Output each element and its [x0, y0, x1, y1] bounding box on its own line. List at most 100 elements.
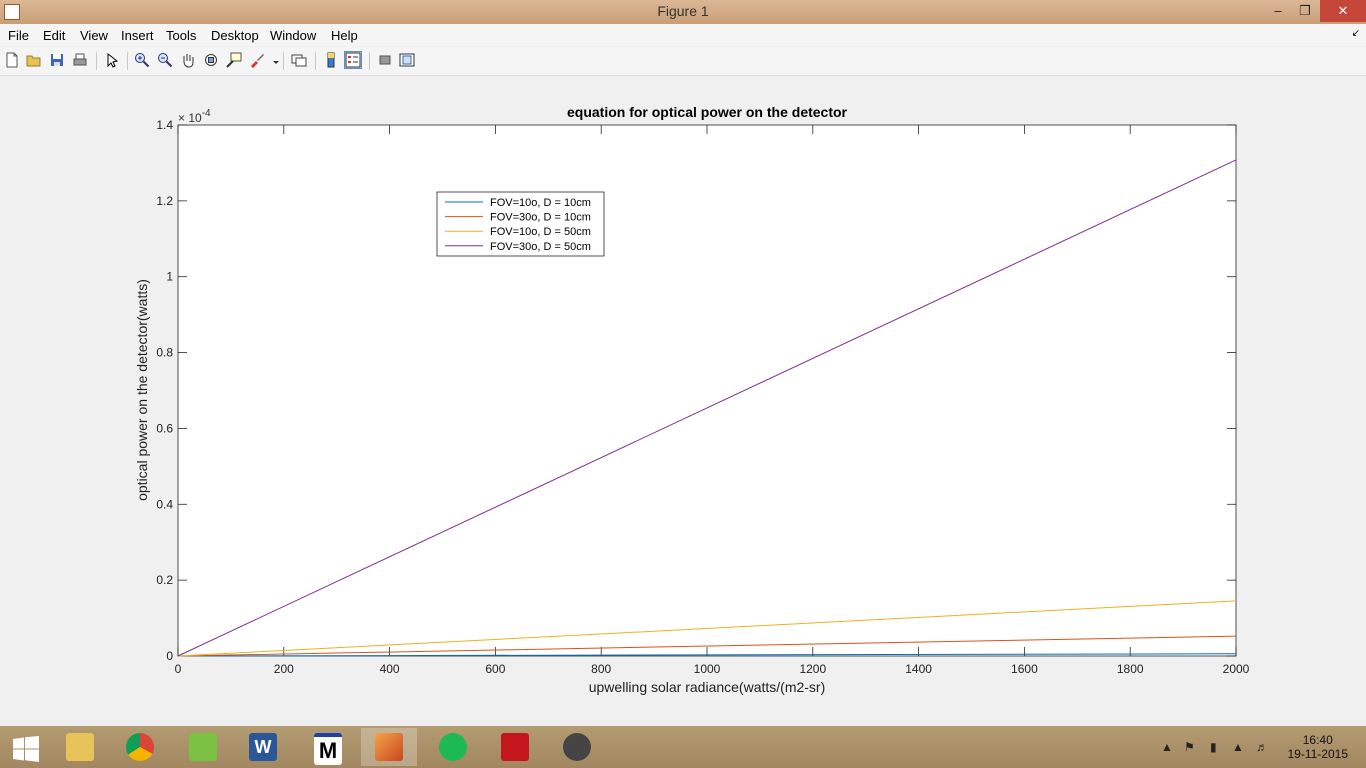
legend-label-3: FOV=10o, D = 50cm: [490, 226, 591, 238]
y-tick-label: 0.6: [156, 421, 173, 435]
menu-tools[interactable]: Tools: [166, 28, 197, 43]
taskbar-app-drop[interactable]: [549, 728, 605, 766]
y-tick-label: 0.8: [156, 346, 173, 360]
taskbar-matlab[interactable]: [361, 728, 417, 766]
close-button[interactable]: ✕: [1320, 0, 1366, 22]
x-tick-label: 0: [175, 662, 182, 676]
x-tick-label: 200: [274, 662, 294, 676]
x-tick-label: 1200: [799, 662, 826, 676]
title-bar: Figure 1 – ❐ ✕: [0, 0, 1366, 24]
menu-bar: File Edit View Insert Tools Desktop Wind…: [0, 24, 1366, 46]
start-button[interactable]: [0, 728, 56, 766]
chart-title: equation for optical power on the detect…: [567, 104, 848, 120]
y-tick-label: 0.2: [156, 573, 173, 587]
x-tick-label: 600: [485, 662, 505, 676]
menu-insert[interactable]: Insert: [121, 28, 154, 43]
data-cursor-icon[interactable]: [226, 52, 242, 68]
taskbar-matlab-m[interactable]: M: [300, 728, 356, 766]
y-axis-label: optical power on the detector(watts): [134, 279, 150, 501]
y-tick-label: 1.2: [156, 194, 173, 208]
line-chart: 0 200 400 600 800 1000 1200 1400 1600 1800 2000 0 0.…: [134, 104, 1250, 695]
clock-time: 16:40: [1302, 733, 1333, 747]
y-tick-label: 0: [166, 649, 173, 663]
taskbar-spotify[interactable]: [425, 728, 481, 766]
acrobat-icon: [501, 733, 529, 761]
edit-plot-arrow-icon[interactable]: [104, 52, 120, 68]
clock-date: 19-11-2015: [1287, 747, 1349, 761]
hide-plot-tools-icon[interactable]: [377, 52, 393, 68]
matlab-figure-icon: [4, 4, 20, 20]
volume-icon[interactable]: ♬: [1256, 740, 1268, 754]
restore-button[interactable]: ❐: [1299, 3, 1311, 18]
network-signal-icon[interactable]: ▲: [1232, 740, 1244, 754]
x-tick-label: 2000: [1223, 662, 1250, 676]
window-title: Figure 1: [657, 3, 709, 19]
battery-icon[interactable]: ▮: [1210, 740, 1217, 754]
legend-icon[interactable]: [344, 51, 362, 69]
legend-label-4: FOV=30o, D = 50cm: [490, 241, 591, 253]
taskbar-word[interactable]: W: [235, 728, 291, 766]
word-icon: W: [249, 733, 277, 761]
zoom-in-icon[interactable]: [134, 52, 150, 68]
link-plot-icon[interactable]: [291, 52, 307, 68]
menu-edit[interactable]: Edit: [43, 28, 66, 43]
y-axis-exponent: × 10-4: [178, 108, 211, 125]
show-hidden-icons-icon[interactable]: ▲: [1161, 740, 1173, 754]
series-line-3: [177, 600, 1237, 657]
save-icon[interactable]: [49, 52, 65, 68]
y-axis-exponent-power: -4: [202, 108, 211, 119]
dock-arrow-icon[interactable]: ↙: [1351, 28, 1360, 39]
figure-canvas: 0 200 400 600 800 1000 1200 1400 1600 1800 2000 0 0.…: [0, 76, 1366, 726]
new-figure-icon[interactable]: [4, 52, 20, 68]
brush-dropdown-icon[interactable]: [268, 52, 279, 68]
x-tick-label: 1400: [905, 662, 932, 676]
series-line-2: [177, 635, 1237, 657]
x-tick-label: 1600: [1011, 662, 1038, 676]
chart-legend[interactable]: FOV=10o, D = 10cm FOV=30o, D = 10cm FOV=10…: [436, 191, 605, 257]
menu-help[interactable]: Help: [331, 28, 358, 43]
open-file-icon[interactable]: [26, 52, 42, 68]
x-tick-label: 1800: [1117, 662, 1144, 676]
pan-hand-icon[interactable]: [180, 52, 196, 68]
brush-icon[interactable]: [249, 52, 265, 68]
spotify-icon: [439, 733, 467, 761]
minimize-button[interactable]: –: [1274, 3, 1282, 18]
legend-label-2: FOV=30o, D = 10cm: [490, 212, 591, 224]
colorbar-icon[interactable]: [323, 52, 339, 68]
x-tick-label: 800: [591, 662, 611, 676]
taskbar-notepad-plus[interactable]: [175, 728, 231, 766]
show-plot-tools-icon[interactable]: [399, 52, 415, 68]
legend-label-1: FOV=10o, D = 10cm: [490, 197, 591, 209]
taskbar: W M ▲ ⚑ ▮ ▲ ♬ 16:40 19-11-2015: [0, 726, 1366, 768]
taskbar-file-explorer[interactable]: [52, 728, 108, 766]
plot-area: [177, 124, 1237, 657]
y-tick-label: 1.4: [156, 118, 173, 132]
x-tick-label: 1000: [694, 662, 721, 676]
file-explorer-icon: [66, 733, 94, 761]
print-icon[interactable]: [72, 52, 88, 68]
rotate-3d-icon[interactable]: [203, 52, 219, 68]
y-axis-exponent-base: × 10: [178, 111, 202, 125]
clock[interactable]: 16:40 19-11-2015: [1288, 733, 1349, 761]
chrome-icon: [126, 733, 154, 761]
x-axis-label: upwelling solar radiance(watts/(m2-sr): [589, 679, 826, 695]
series-line-1: [177, 653, 1237, 657]
taskbar-chrome[interactable]: [112, 728, 168, 766]
drop-app-icon: [563, 733, 591, 761]
y-tick-label: 0.4: [156, 497, 173, 511]
y-tick-label: 1: [166, 270, 173, 284]
m-app-icon: M: [314, 733, 342, 765]
x-tick-label: 400: [380, 662, 400, 676]
menu-desktop[interactable]: Desktop: [211, 28, 259, 43]
matlab-icon: [375, 733, 403, 761]
series-line-4: [177, 159, 1237, 657]
action-center-flag-icon[interactable]: ⚑: [1184, 740, 1195, 754]
menu-view[interactable]: View: [80, 28, 108, 43]
menu-file[interactable]: File: [8, 28, 29, 43]
zoom-out-icon[interactable]: [157, 52, 173, 68]
taskbar-acrobat[interactable]: [487, 728, 543, 766]
menu-window[interactable]: Window: [270, 28, 317, 43]
windows-logo-icon: [13, 736, 39, 762]
figure-toolbar: [0, 47, 1366, 76]
notepad-plus-icon: [189, 733, 217, 761]
